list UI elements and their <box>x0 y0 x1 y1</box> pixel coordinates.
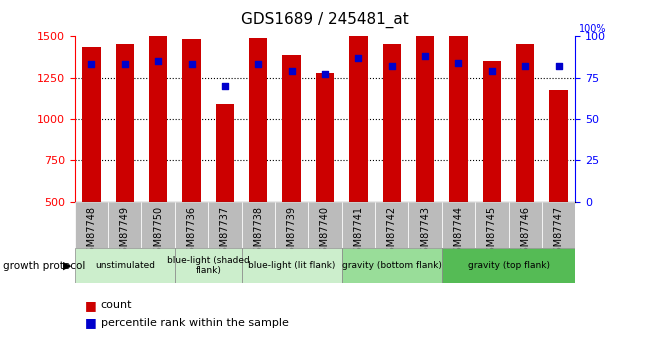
Point <box>153 58 163 64</box>
Bar <box>116 44 134 202</box>
Bar <box>483 61 501 202</box>
Bar <box>375 202 408 248</box>
Text: GSM87737: GSM87737 <box>220 206 230 259</box>
Bar <box>442 248 575 283</box>
Text: GSM87743: GSM87743 <box>420 206 430 258</box>
Bar <box>449 26 467 202</box>
Point <box>520 63 530 69</box>
Bar <box>349 24 367 202</box>
Bar <box>316 73 334 202</box>
Bar <box>83 47 101 202</box>
Bar <box>475 202 508 248</box>
Bar <box>516 44 534 202</box>
Text: growth protocol: growth protocol <box>3 261 86 270</box>
Point <box>553 63 564 69</box>
Bar <box>208 202 242 248</box>
Text: ■: ■ <box>84 299 96 312</box>
Point <box>220 83 230 89</box>
Bar <box>508 202 542 248</box>
Bar <box>308 202 342 248</box>
Point <box>387 63 397 69</box>
Text: ■: ■ <box>84 316 96 329</box>
Text: gravity (bottom flank): gravity (bottom flank) <box>342 261 441 270</box>
Text: 100%: 100% <box>578 24 606 34</box>
Bar <box>75 202 108 248</box>
Text: GSM87744: GSM87744 <box>454 206 463 258</box>
Bar <box>283 55 301 202</box>
Text: unstimulated: unstimulated <box>95 261 155 270</box>
Bar <box>342 202 375 248</box>
Text: GSM87746: GSM87746 <box>520 206 530 258</box>
Bar <box>249 38 267 202</box>
Text: GSM87748: GSM87748 <box>86 206 96 258</box>
Point <box>320 71 330 77</box>
Point <box>420 53 430 59</box>
Point <box>353 55 363 60</box>
Bar <box>383 44 401 202</box>
Text: GSM87749: GSM87749 <box>120 206 130 258</box>
Text: GSM87747: GSM87747 <box>554 206 564 259</box>
Bar <box>549 90 567 202</box>
Point <box>487 68 497 74</box>
Point <box>287 68 297 74</box>
Bar <box>216 104 234 202</box>
Text: GSM87745: GSM87745 <box>487 206 497 259</box>
Point <box>86 62 97 67</box>
Point <box>453 60 463 66</box>
Text: gravity (top flank): gravity (top flank) <box>467 261 549 270</box>
Bar <box>242 202 275 248</box>
Text: GSM87738: GSM87738 <box>254 206 263 258</box>
Text: blue-light (lit flank): blue-light (lit flank) <box>248 261 335 270</box>
Text: percentile rank within the sample: percentile rank within the sample <box>101 318 289 327</box>
Bar <box>342 248 442 283</box>
Text: blue-light (shaded
flank): blue-light (shaded flank) <box>167 256 250 275</box>
Text: GSM87736: GSM87736 <box>187 206 196 258</box>
Bar <box>175 248 242 283</box>
Text: GSM87750: GSM87750 <box>153 206 163 259</box>
Point <box>253 62 263 67</box>
Bar <box>75 248 175 283</box>
Bar <box>149 26 167 202</box>
Bar <box>108 202 142 248</box>
Text: GDS1689 / 245481_at: GDS1689 / 245481_at <box>241 12 409 28</box>
Text: GSM87742: GSM87742 <box>387 206 396 259</box>
Bar <box>275 202 308 248</box>
Point <box>120 62 130 67</box>
Bar <box>183 39 201 202</box>
Bar <box>242 248 342 283</box>
Bar <box>442 202 475 248</box>
Bar <box>542 202 575 248</box>
Point <box>187 62 197 67</box>
Bar <box>408 202 442 248</box>
Text: GSM87741: GSM87741 <box>354 206 363 258</box>
Text: GSM87739: GSM87739 <box>287 206 296 258</box>
Bar <box>416 0 434 202</box>
Text: count: count <box>101 300 132 310</box>
Text: ▶: ▶ <box>63 261 72 270</box>
Text: GSM87740: GSM87740 <box>320 206 330 258</box>
Bar <box>175 202 208 248</box>
Bar <box>142 202 175 248</box>
